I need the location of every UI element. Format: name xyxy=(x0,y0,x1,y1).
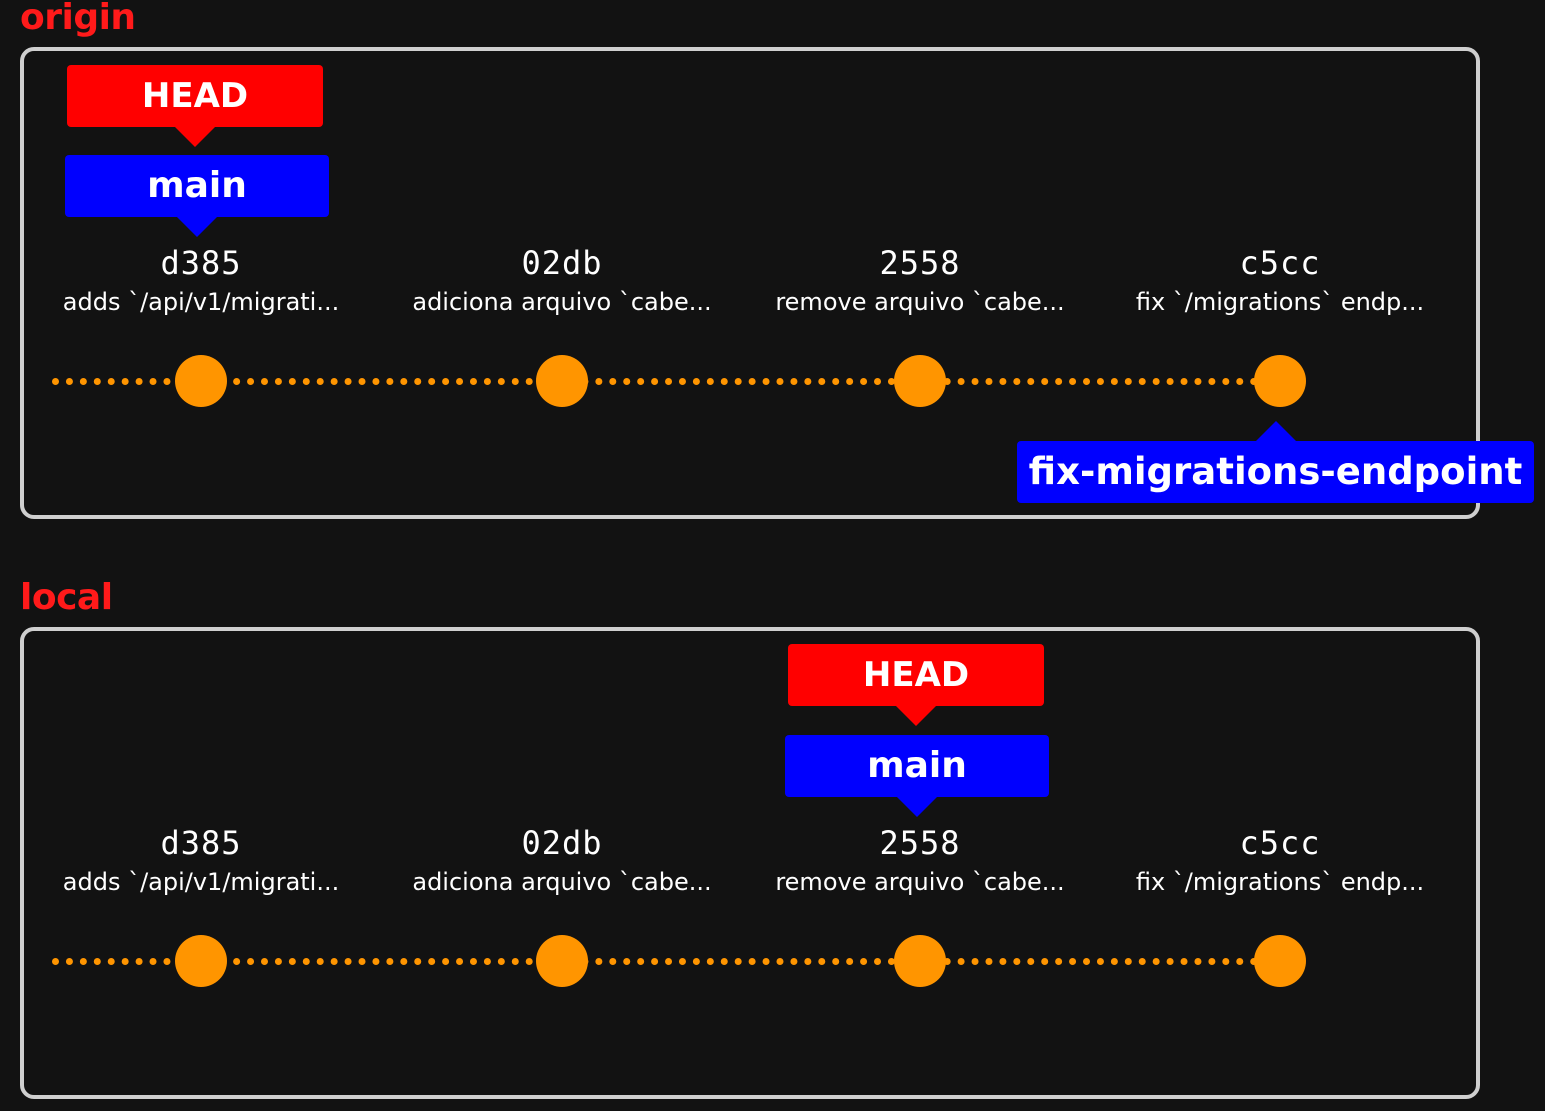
local-commit-dot[interactable] xyxy=(894,935,946,987)
origin-commit-hash: c5cc xyxy=(1239,244,1321,282)
local-commit-message: fix `/migrations` endp... xyxy=(1135,868,1425,896)
origin-commit-message: adiciona arquivo `cabe... xyxy=(412,288,712,316)
local-head-tag: HEAD xyxy=(788,644,1044,726)
local-main-tag: main xyxy=(785,735,1049,817)
local-head-pointer-icon xyxy=(894,704,938,726)
origin-commit-line xyxy=(52,378,1272,385)
local-commit-dot[interactable] xyxy=(175,935,227,987)
local-commit-message: adds `/api/v1/migrati... xyxy=(62,868,340,896)
local-commit-hash: c5cc xyxy=(1239,824,1321,862)
origin-commit-message: remove arquivo `cabe... xyxy=(775,288,1065,316)
local-main-pointer-icon xyxy=(895,795,939,817)
origin-commit-dot[interactable] xyxy=(1254,355,1306,407)
local-section-label: local xyxy=(20,577,113,618)
origin-commit-hash: 02db xyxy=(521,244,603,282)
origin-commit-hash: d385 xyxy=(160,244,242,282)
origin-section-label: origin xyxy=(20,0,136,38)
origin-head-tag: HEAD xyxy=(67,65,323,147)
origin-main-label: main xyxy=(147,165,247,206)
origin-fix-migrations-branch-tag: fix-migrations-endpoint xyxy=(1017,421,1534,503)
local-commit-hash: 02db xyxy=(521,824,603,862)
origin-commit-message: adds `/api/v1/migrati... xyxy=(62,288,340,316)
origin-commit-dot[interactable] xyxy=(894,355,946,407)
local-commit-line xyxy=(52,958,1272,965)
local-head-label: HEAD xyxy=(862,655,970,695)
local-main-label: main xyxy=(867,745,967,786)
local-commit-hash: d385 xyxy=(160,824,242,862)
local-commit-message: adiciona arquivo `cabe... xyxy=(412,868,712,896)
fix-branch-label: fix-migrations-endpoint xyxy=(1028,450,1523,493)
local-commit-message: remove arquivo `cabe... xyxy=(775,868,1065,896)
local-repo-box: HEAD main d385 adds `/api/v1/migrati... … xyxy=(20,627,1480,1099)
origin-head-pointer-icon xyxy=(173,125,217,147)
local-commit-dot[interactable] xyxy=(536,935,588,987)
local-commit-hash: 2558 xyxy=(879,824,961,862)
origin-commit-dot[interactable] xyxy=(175,355,227,407)
origin-commit-dot[interactable] xyxy=(536,355,588,407)
origin-commit-message: fix `/migrations` endp... xyxy=(1135,288,1425,316)
fix-branch-pointer-icon xyxy=(1253,421,1298,443)
origin-commit-hash: 2558 xyxy=(879,244,961,282)
origin-main-tag: main xyxy=(65,155,329,237)
origin-head-label: HEAD xyxy=(141,76,249,116)
origin-main-pointer-icon xyxy=(175,215,219,237)
local-commit-dot[interactable] xyxy=(1254,935,1306,987)
origin-repo-box: HEAD main d385 adds `/api/v1/migrati... … xyxy=(20,47,1534,519)
